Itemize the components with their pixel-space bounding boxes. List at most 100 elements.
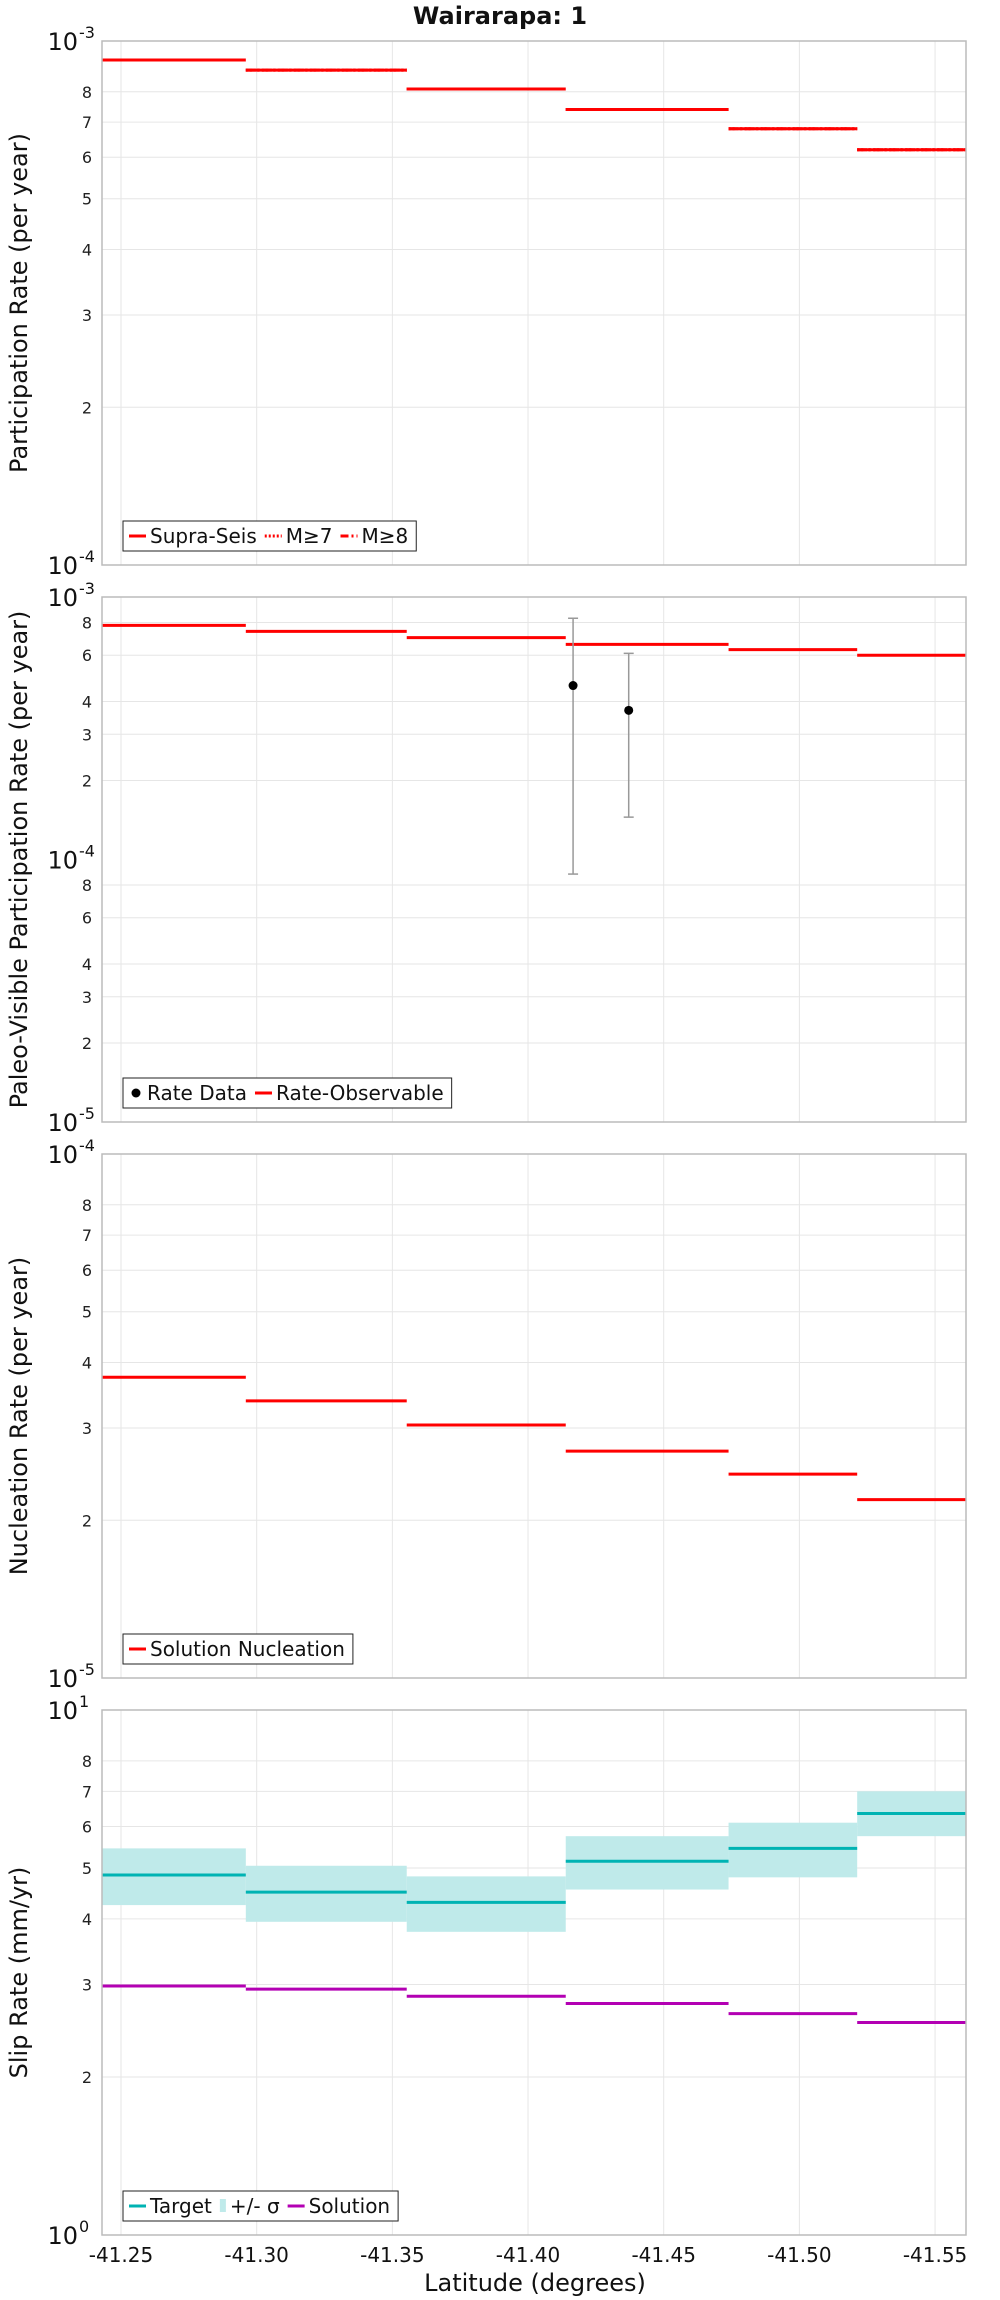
y-minor-tick-label: 4 — [82, 955, 92, 974]
plot-frame — [101, 596, 967, 1123]
plot-area — [102, 1710, 966, 2235]
y-minor-tick-label: 6 — [82, 1261, 92, 1280]
y-axis-label: Nucleation Rate (per year) — [5, 1257, 33, 1576]
y-major-tick-exponent: -4 — [79, 547, 95, 566]
sigma-band-bin — [728, 1822, 858, 1878]
sigma-band-bin — [406, 1876, 566, 1932]
legend-item: Rate Data — [131, 1081, 247, 1105]
y-major-tick-exponent: -4 — [79, 1136, 95, 1155]
rate-data-point — [568, 617, 579, 875]
plot-area — [102, 41, 966, 565]
y-major-tick-exponent: -5 — [79, 1104, 95, 1123]
y-minor-tick-label: 6 — [82, 1817, 92, 1836]
y-major-tick-exponent: -5 — [79, 1660, 95, 1679]
series-target — [102, 1812, 966, 1904]
y-minor-tick-label: 4 — [82, 1910, 92, 1929]
y-major-tick-label: 10 — [47, 552, 78, 580]
y-axis-label: Slip Rate (mm/yr) — [5, 1867, 33, 2079]
legend-item: Rate-Observable — [254, 1081, 444, 1105]
legend-label: M≥7 — [286, 524, 333, 548]
y-major-tick-exponent: -3 — [79, 579, 95, 598]
legend-box — [122, 1633, 354, 1665]
chart-title: Wairarapa: 1 — [413, 2, 587, 30]
y-minor-tick-label: 7 — [82, 113, 92, 132]
y-minor-tick-label: 2 — [82, 1511, 92, 1530]
y-minor-tick-label: 3 — [82, 306, 92, 325]
sigma-band-bin — [102, 1848, 246, 1906]
y-major-tick-label: 10 — [47, 1109, 78, 1137]
y-minor-tick-label: 2 — [82, 771, 92, 790]
y-major-tick-exponent: 0 — [79, 2217, 89, 2236]
sigma-band-bin — [565, 1836, 729, 1890]
y-minor-tick-label: 8 — [82, 876, 92, 895]
legend-label: Solution Nucleation — [150, 1637, 345, 1661]
y-major-tick-exponent: 1 — [79, 1692, 89, 1711]
y-axis-label: Participation Rate (per year) — [5, 133, 33, 473]
legend-item: M≥8 — [340, 524, 409, 548]
x-tick-labels: -41.25 -41.30 -41.35 -41.40 -41.45 -41.50 -41.… — [89, 2243, 968, 2267]
y-major-tick-exponent: -3 — [79, 23, 95, 42]
plot-frame — [101, 40, 967, 566]
y-minor-tick-label: 8 — [82, 1196, 92, 1215]
legend-swatch — [219, 2199, 226, 2212]
y-minor-tick-label: 7 — [82, 1226, 92, 1245]
y-minor-tick-label: 2 — [82, 2068, 92, 2087]
legend: Solution Nucleation — [122, 1633, 354, 1665]
y-major-tick-label: 10 — [47, 584, 78, 612]
y-minor-tick-label: 5 — [82, 1859, 92, 1878]
legend-marker — [131, 1088, 141, 1098]
rate-data-point — [623, 652, 634, 818]
y-minor-tick-label: 2 — [82, 398, 92, 417]
x-axis-label: Latitude (degrees) — [424, 2269, 646, 2297]
legend-item: Supra-Seis — [129, 524, 257, 548]
legend: Supra-Seis M≥7 M≥8 — [122, 520, 417, 552]
y-major-tick-label: 10 — [47, 1141, 78, 1169]
grid — [102, 1154, 966, 1678]
grid — [102, 597, 966, 1122]
x-tick-label: -41.40 — [496, 2243, 560, 2267]
y-minor-tick-label: 6 — [82, 646, 92, 665]
legend-label: M≥8 — [362, 524, 409, 548]
plot-area — [102, 597, 966, 1122]
y-major-tick-label: 10 — [47, 28, 78, 56]
legend-label: Rate Data — [147, 1081, 247, 1105]
legend-box — [122, 2190, 399, 2222]
series-solution-nucleation — [102, 1375, 966, 1502]
series-m-8 — [102, 58, 966, 152]
y-minor-tick-label: 4 — [82, 241, 92, 260]
legend-label: Solution — [309, 2194, 390, 2218]
y-axis-label: Paleo-Visible Participation Rate (per ye… — [5, 611, 33, 1109]
y-minor-tick-label: 2 — [82, 1034, 92, 1053]
y-minor-tick-label: 3 — [82, 1976, 92, 1995]
legend: Target +/- σ Solution — [122, 2190, 399, 2222]
y-minor-tick-label: 5 — [82, 190, 92, 209]
y-minor-tick-label: 4 — [82, 692, 92, 711]
series-rate-observable — [102, 623, 966, 657]
plot-frame — [101, 1153, 967, 1679]
series-solution — [102, 1984, 966, 2024]
y-minor-tick-label: 6 — [82, 148, 92, 167]
y-minor-tick-label: 4 — [82, 1354, 92, 1373]
y-major-tick-label: 10 — [47, 847, 78, 875]
legend-label: Supra-Seis — [150, 524, 257, 548]
x-tick-label: -41.45 — [631, 2243, 695, 2267]
data-marker — [568, 681, 578, 691]
x-axis: -41.25 -41.30 -41.35 -41.40 -41.45 -41.50 -41.… — [89, 2243, 968, 2297]
y-minor-tick-label: 3 — [82, 725, 92, 744]
y-minor-tick-label: 7 — [82, 1782, 92, 1801]
plot-area — [102, 1154, 966, 1678]
x-tick-label: -41.35 — [360, 2243, 424, 2267]
y-major-tick-exponent: -4 — [79, 842, 95, 861]
legend-item: Target — [129, 2194, 212, 2218]
x-tick-label: -41.50 — [767, 2243, 831, 2267]
y-minor-tick-label: 6 — [82, 909, 92, 928]
y-major-tick-label: 10 — [47, 1697, 78, 1725]
sigma-band-bin — [245, 1865, 407, 1922]
y-major-tick-label: 10 — [47, 1665, 78, 1693]
